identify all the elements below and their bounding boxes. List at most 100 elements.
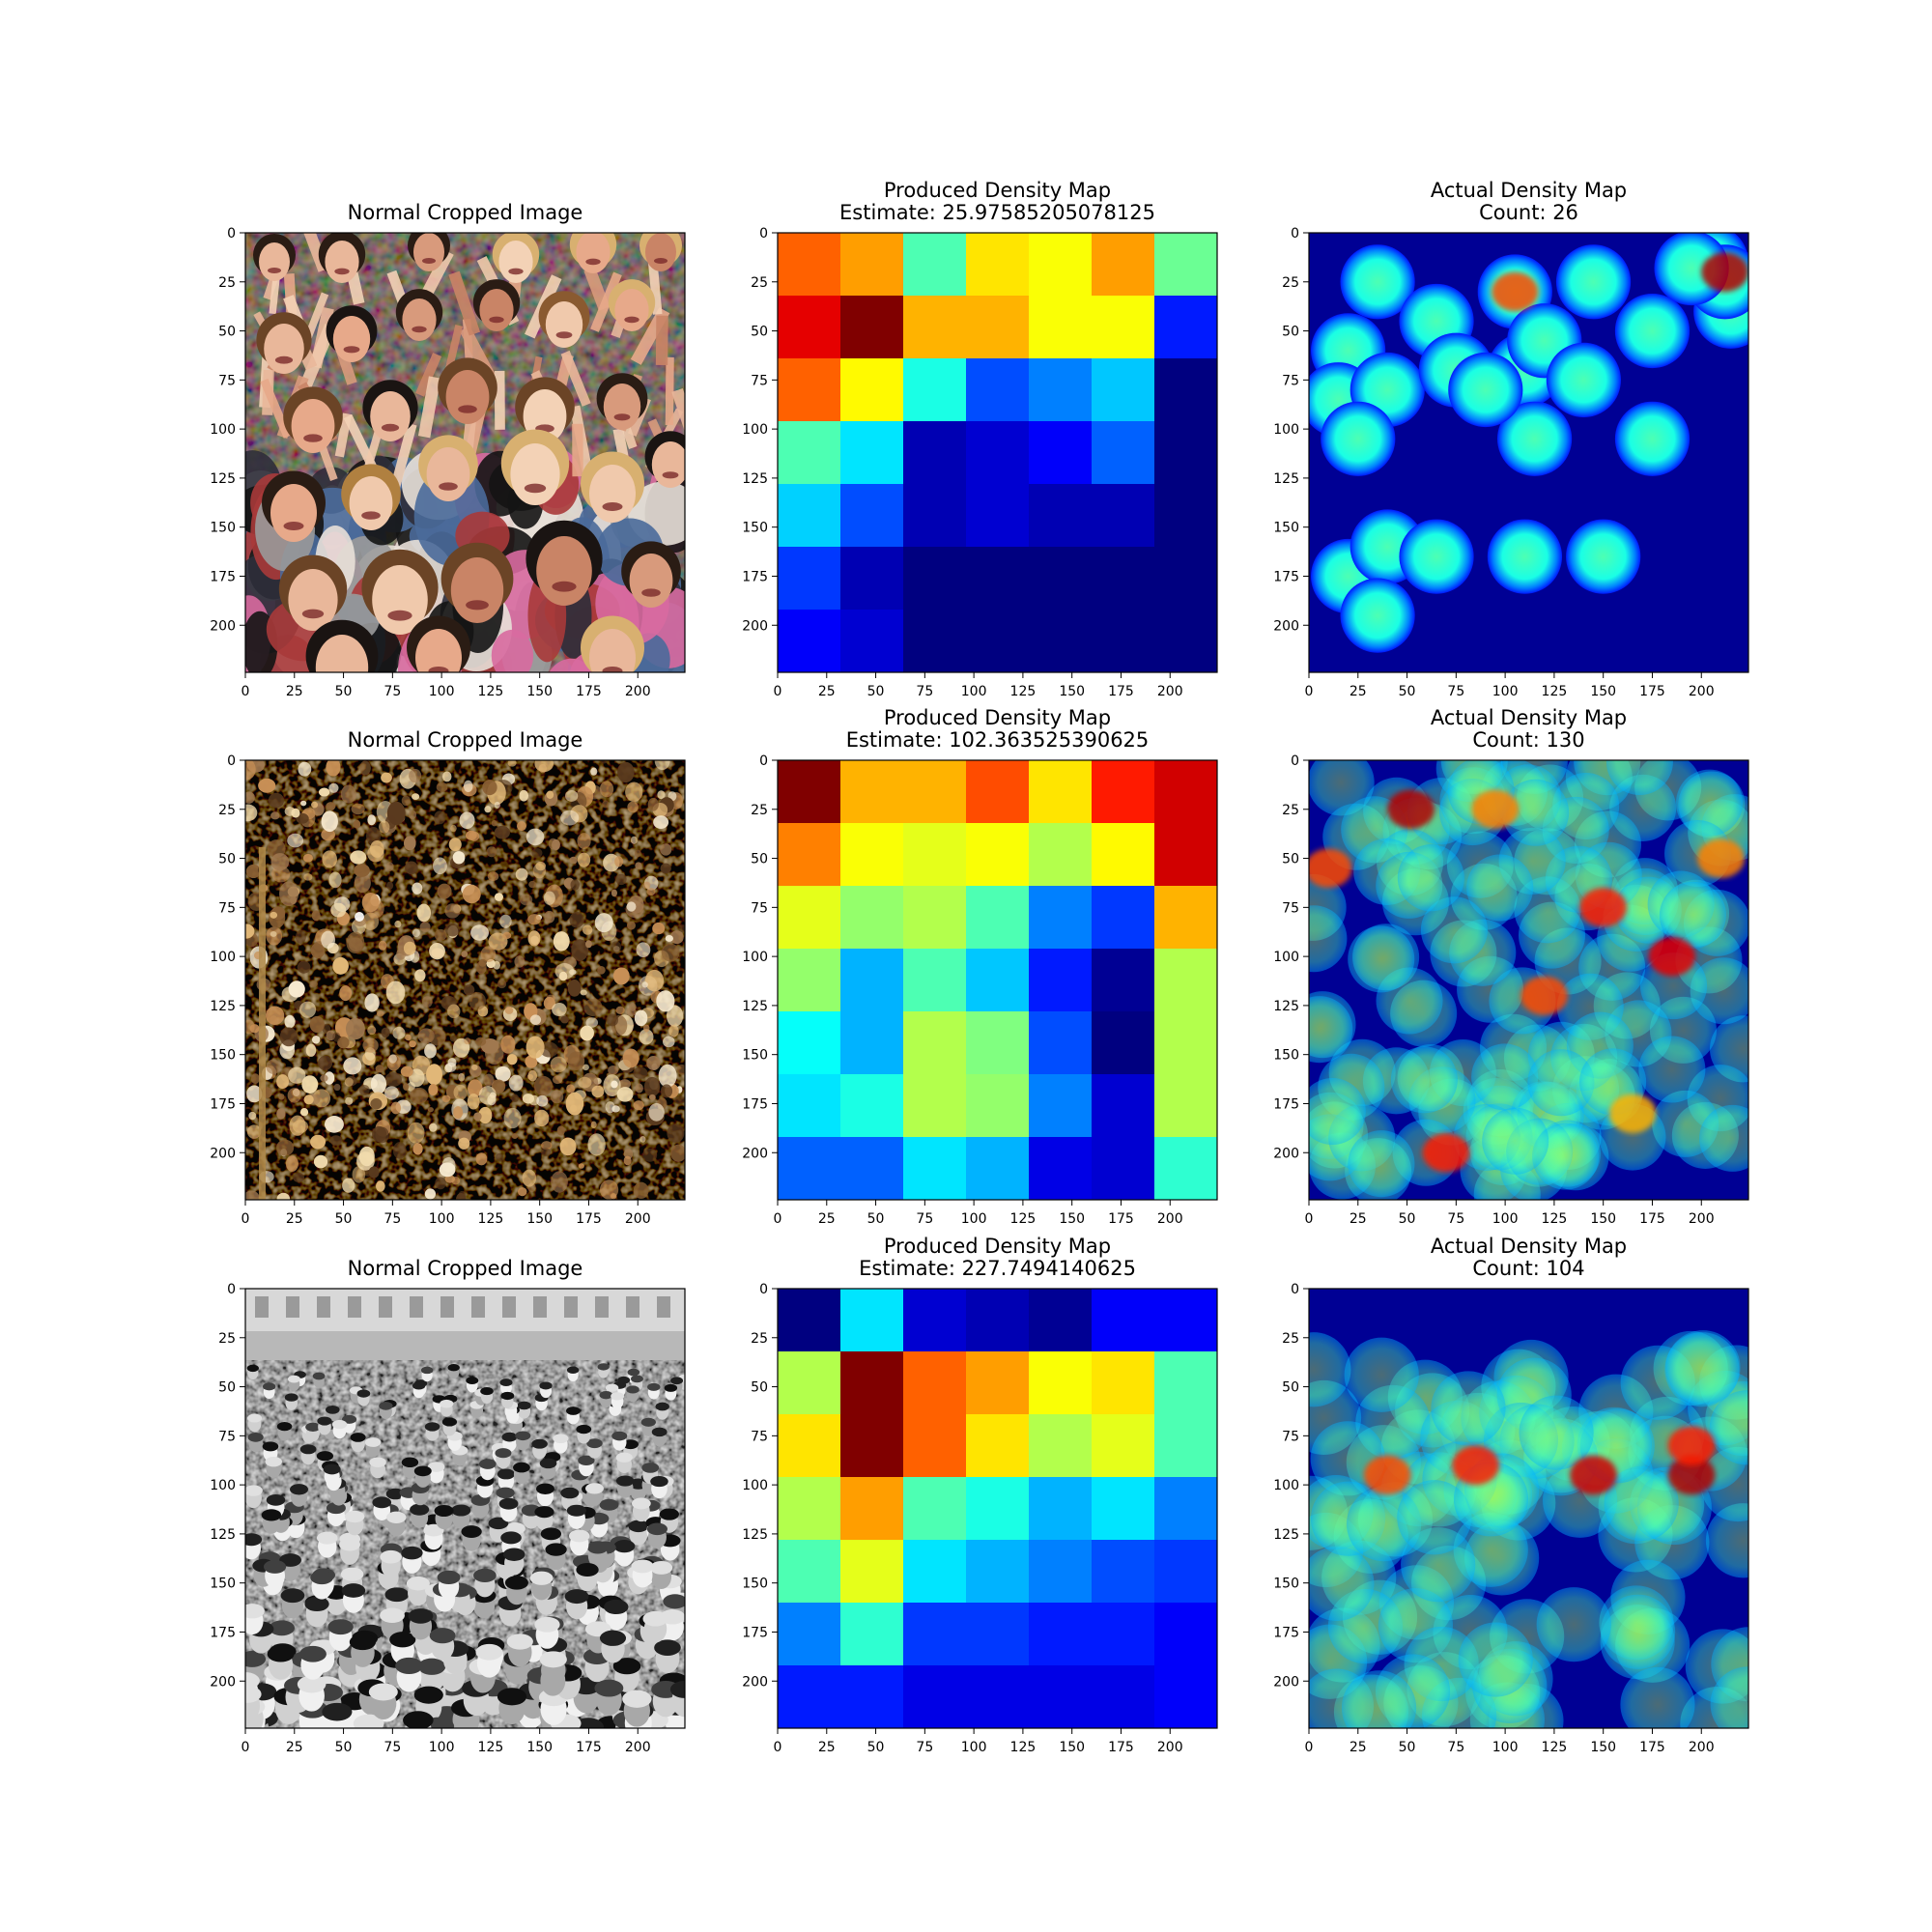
image-1-xtick-label: 50 [335, 1211, 353, 1227]
heatmap-cell [778, 760, 841, 824]
actual-1-ytick-label: 150 [1273, 1048, 1299, 1064]
heatmap-cell [778, 421, 841, 485]
heatmap-cell [903, 610, 967, 673]
heatmap-cell [903, 1665, 967, 1729]
image-1-ytick-label: 175 [210, 1096, 236, 1112]
image-0-xtick-label: 125 [478, 684, 504, 699]
image-1-xtick-label: 0 [242, 1211, 250, 1227]
produced-1-xtick-label: 75 [916, 1211, 933, 1227]
heatmap-cell [1092, 1351, 1155, 1415]
heatmap-cell [778, 886, 841, 950]
heatmap-cell [966, 1603, 1030, 1666]
actual-0-ytick-label: 200 [1273, 618, 1299, 634]
produced-0-ytick-label: 125 [742, 471, 768, 487]
image-1-ytick-label: 0 [227, 753, 236, 769]
produced-1-frame [777, 759, 1218, 1201]
heatmap-cell [966, 1665, 1030, 1729]
heatmap-cell [1154, 1414, 1218, 1478]
heatmap-cell [778, 610, 841, 673]
image-0-ytick-label: 200 [210, 618, 236, 634]
image-2-xtick-label: 0 [242, 1740, 250, 1755]
heatmap-cell [778, 358, 841, 422]
heatmap-cell [903, 1414, 967, 1478]
heatmap-cell [1029, 760, 1093, 824]
produced-2-xtick-label: 175 [1108, 1740, 1134, 1755]
produced-0-xtick-label: 100 [961, 684, 987, 699]
heatmap-cell [1092, 1137, 1155, 1201]
heatmap-cell [1092, 1540, 1155, 1604]
heatmap-cell [1092, 547, 1155, 611]
image-2-ytick-label: 75 [218, 1429, 236, 1444]
heatmap-cell [778, 1540, 841, 1604]
panel-produced-density-0: 0 25 50 75 100 125 150 175 200 0 25 50 75 100 125 150 17… [742, 179, 1218, 699]
image-0-ytick-label: 150 [210, 521, 236, 536]
heatmap-cell [1154, 1074, 1218, 1138]
heatmap-cell [1092, 1603, 1155, 1666]
produced-1-ytick-label: 0 [759, 753, 768, 769]
heatmap-cell [1029, 1351, 1093, 1415]
heatmap-cell [1154, 1289, 1218, 1352]
heatmap-cell [1092, 760, 1155, 824]
heatmap-cell [1154, 547, 1218, 611]
heatmap-cell [840, 760, 904, 824]
heatmap-cell [778, 1603, 841, 1666]
heatmap-cell [966, 1351, 1030, 1415]
actual-1-xtick-label: 0 [1305, 1211, 1314, 1227]
image-2-xtick-label: 175 [576, 1740, 602, 1755]
actual-title: Actual Density Map [1431, 179, 1627, 202]
heatmap-cell [966, 1137, 1030, 1201]
actual-1-xtick-label: 125 [1542, 1211, 1568, 1227]
actual-0-ytick-label: 25 [1282, 275, 1299, 291]
produced-2-ytick-label: 200 [742, 1674, 768, 1690]
density-grid [778, 1289, 1218, 1729]
heatmap-cell [966, 547, 1030, 611]
produced-title: Produced Density Map [884, 179, 1111, 202]
actual-count: Count: 104 [1472, 1257, 1584, 1280]
actual-0-ytick-label: 50 [1282, 325, 1299, 340]
actual-1-xtick-label: 150 [1590, 1211, 1616, 1227]
heatmap-cell [840, 610, 904, 673]
heatmap-cell [1154, 823, 1218, 887]
heatmap-cell [1029, 421, 1093, 485]
heatmap-cell [1029, 886, 1093, 950]
actual-2-xtick-label: 100 [1492, 1740, 1519, 1755]
actual-0-ytick-label: 150 [1273, 521, 1299, 536]
produced-title: Produced Density Map [884, 706, 1111, 729]
image-0-ytick-label: 125 [210, 471, 236, 487]
heatmap-cell [778, 1665, 841, 1729]
heatmap-cell [903, 1477, 967, 1541]
image-0-xtick-label: 150 [526, 684, 553, 699]
image-1-ytick-label: 100 [210, 950, 236, 965]
heatmap-cell [903, 233, 967, 297]
heatmap-cell [903, 760, 967, 824]
produced-1-ytick-label: 50 [751, 852, 768, 867]
image-1-ytick-label: 200 [210, 1146, 236, 1161]
heatmap-cell [1029, 547, 1093, 611]
heatmap-cell [966, 1477, 1030, 1541]
heatmap-cell [1029, 1289, 1093, 1352]
actual-1-xtick-label: 175 [1639, 1211, 1665, 1227]
heatmap-cell [1029, 1137, 1093, 1201]
produced-0-ytick-label: 75 [751, 373, 768, 388]
heatmap-cell [903, 1074, 967, 1138]
actual-2-ytick-label: 100 [1273, 1478, 1299, 1493]
heatmap-cell [1029, 1074, 1093, 1138]
image-2-ytick-label: 50 [218, 1380, 236, 1396]
heatmap-cell [903, 296, 967, 359]
actual-1-ytick-label: 200 [1273, 1146, 1299, 1161]
actual-2-frame [1308, 1288, 1749, 1729]
heatmap-cell [1092, 1074, 1155, 1138]
produced-0-ytick-label: 150 [742, 521, 768, 536]
heatmap-cell [1154, 1137, 1218, 1201]
heatmap-cell [840, 886, 904, 950]
actual-2-xtick-label: 50 [1399, 1740, 1416, 1755]
produced-2-xtick-label: 200 [1157, 1740, 1183, 1755]
panel-actual-density-2: 0 25 50 75 100 125 150 175 200 0 25 50 75 100 125 150 17… [1273, 1235, 1749, 1755]
heatmap-cell [1154, 1011, 1218, 1075]
actual-0-xtick-label: 150 [1590, 684, 1616, 699]
heatmap-cell [1092, 823, 1155, 887]
actual-1-xtick-label: 75 [1447, 1211, 1464, 1227]
actual-1-xtick-label: 200 [1689, 1211, 1715, 1227]
actual-2-xtick-label: 150 [1590, 1740, 1616, 1755]
